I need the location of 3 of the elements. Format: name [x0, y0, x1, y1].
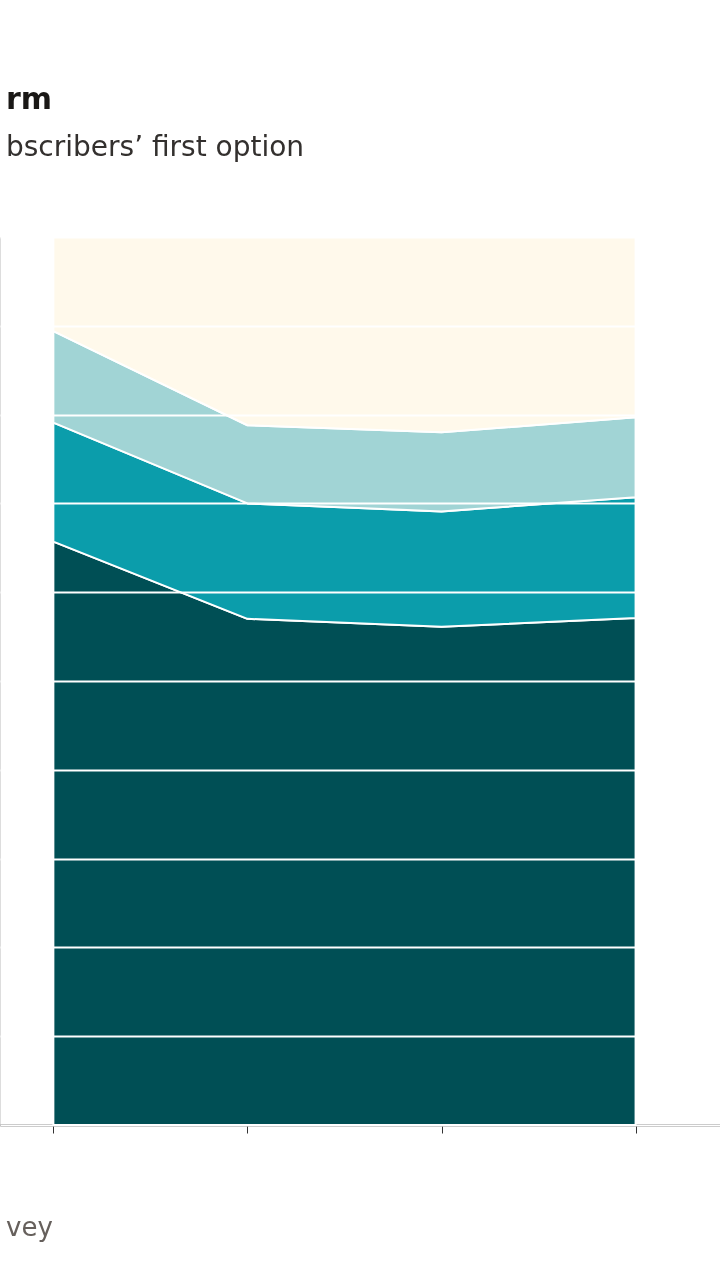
chart-title: rm	[6, 81, 53, 116]
chart-subtitle: bscribers’ first option	[6, 130, 305, 163]
text: vey	[6, 1212, 53, 1242]
